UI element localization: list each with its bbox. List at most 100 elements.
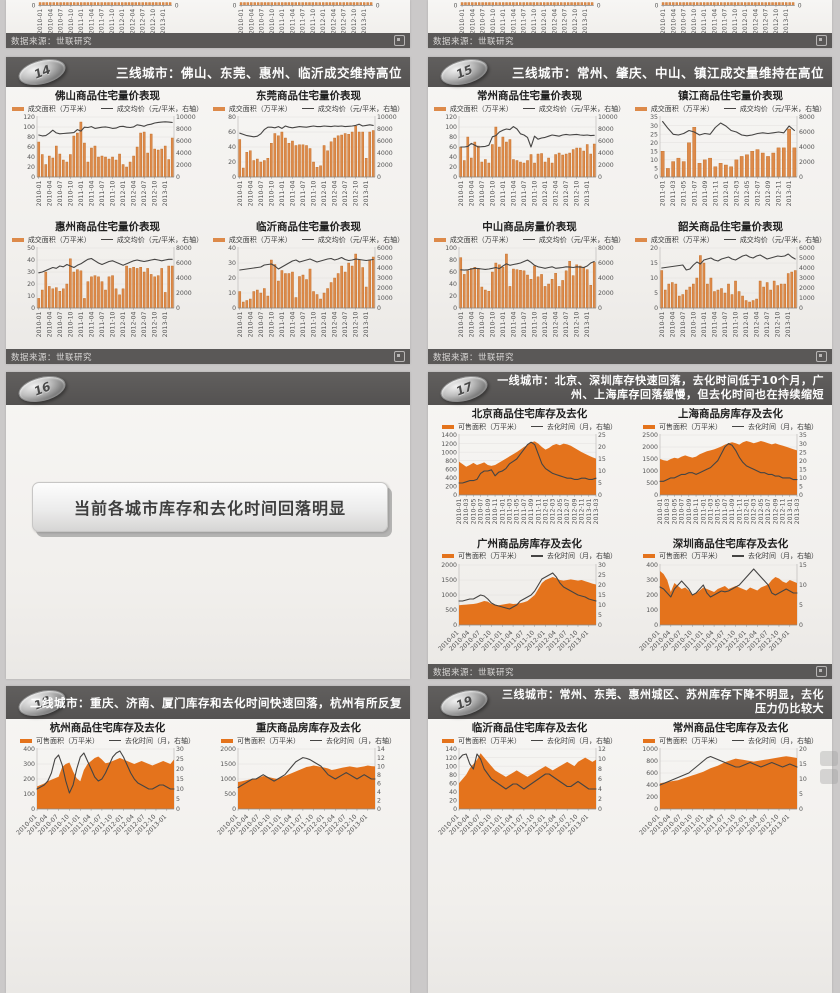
svg-text:0: 0 bbox=[654, 305, 658, 312]
svg-text:2010-01: 2010-01 bbox=[657, 498, 664, 524]
svg-text:0: 0 bbox=[31, 806, 35, 813]
svg-text:20: 20 bbox=[27, 281, 35, 288]
svg-text:2012-10: 2012-10 bbox=[572, 9, 579, 33]
svg-text:2011-09: 2011-09 bbox=[729, 498, 736, 524]
svg-text:1500: 1500 bbox=[441, 577, 457, 584]
svg-text:2010-09: 2010-09 bbox=[484, 498, 491, 524]
svg-text:2011-01: 2011-01 bbox=[701, 9, 708, 33]
svg-text:2010-10: 2010-10 bbox=[268, 311, 275, 337]
svg-text:2013-01: 2013-01 bbox=[361, 9, 368, 33]
chart-huizhou: 惠州商品住宅量价表现 成交面积（万平米） 成交均价（元/平米，右轴） 0 10 20 30 4… bbox=[10, 218, 205, 349]
svg-text:8000: 8000 bbox=[799, 114, 815, 121]
legend-line-label: 成交均价（元/平米，右轴） bbox=[116, 104, 204, 113]
svg-text:2011-04: 2011-04 bbox=[510, 311, 517, 337]
svg-text:2010-01: 2010-01 bbox=[658, 311, 665, 337]
svg-text:2011-10: 2011-10 bbox=[531, 9, 538, 33]
svg-text:2012-01: 2012-01 bbox=[743, 311, 750, 337]
svg-text:0: 0 bbox=[453, 305, 457, 312]
svg-text:2011-01: 2011-01 bbox=[700, 311, 707, 337]
slide-15[interactable]: 15 三线城市：常州、肇庆、中山、镇江成交量维持在高位 常州商品住宅量价表现 成交… bbox=[428, 54, 832, 364]
svg-text:2012-04: 2012-04 bbox=[331, 180, 338, 206]
svg-text:2000: 2000 bbox=[377, 285, 393, 292]
slide-top-left-partial[interactable]: 0 0 2010-01 2010-04 2010-07 2010-10 2011-01 201… bbox=[6, 0, 410, 48]
svg-text:300: 300 bbox=[646, 577, 658, 584]
svg-text:2011-01: 2011-01 bbox=[278, 311, 285, 337]
svg-text:2010-01: 2010-01 bbox=[35, 311, 42, 337]
svg-text:2013-01: 2013-01 bbox=[783, 9, 790, 33]
svg-text:80: 80 bbox=[27, 134, 35, 141]
legend-bar-label: 成交面积（万平米） bbox=[650, 235, 714, 244]
area-swatch-icon bbox=[643, 424, 655, 429]
svg-text:2012-10: 2012-10 bbox=[773, 9, 780, 33]
svg-text:2011-01: 2011-01 bbox=[700, 498, 707, 524]
chart-guangzhou: 广州商品房库存及去化 可售面积（万平米） 去化时间（月，右轴） 0 500 1000 150… bbox=[432, 535, 627, 665]
svg-text:2012-04: 2012-04 bbox=[331, 311, 338, 337]
svg-text:0: 0 bbox=[799, 492, 803, 499]
svg-text:10000: 10000 bbox=[377, 114, 397, 121]
watermark bbox=[820, 751, 838, 784]
svg-text:2012-11: 2012-11 bbox=[779, 498, 786, 524]
slide-14[interactable]: 14 三线城市：佛山、东莞、惠州、临沂成交维持高位 佛山商品住宅量价表现 成交面积… bbox=[6, 54, 410, 364]
svg-text:35: 35 bbox=[799, 432, 807, 439]
svg-text:40: 40 bbox=[228, 144, 236, 151]
slide-16[interactable]: 16 当前各城市库存和去化时间回落明显 bbox=[6, 371, 410, 679]
svg-text:0: 0 bbox=[232, 174, 236, 181]
svg-text:8: 8 bbox=[598, 766, 602, 773]
legend-line-label: 去化时间（月，右轴） bbox=[748, 736, 818, 745]
slide-19[interactable]: 19 三线城市：常州、东莞、惠州城区、苏州库存下降不明显，去化压力仍比较大 临沂… bbox=[428, 685, 832, 993]
svg-text:10000: 10000 bbox=[598, 114, 618, 121]
svg-text:2013-03: 2013-03 bbox=[593, 498, 600, 524]
chart-legend: 可售面积（万平米） 去化时间（月，右轴） bbox=[432, 735, 627, 746]
svg-text:2010-07: 2010-07 bbox=[678, 498, 685, 524]
svg-text:15: 15 bbox=[799, 466, 807, 473]
svg-text:0: 0 bbox=[453, 492, 457, 499]
svg-text:30: 30 bbox=[799, 441, 807, 448]
svg-text:1000: 1000 bbox=[220, 776, 236, 783]
svg-text:15: 15 bbox=[799, 562, 807, 569]
svg-text:2011-04: 2011-04 bbox=[88, 311, 95, 337]
bar-swatch-icon bbox=[11, 106, 24, 111]
slide-top-right-partial[interactable]: 0 0 2010-01 2010-04 2010-07 2010-10 2011-01 201… bbox=[428, 0, 832, 48]
slide-number-badge: 19 bbox=[437, 685, 491, 720]
chart-plot: 0 20 40 60 80 0 2000 4000 6000 8000 10000 2010-01 20… bbox=[228, 114, 397, 206]
slide-number-badge: 17 bbox=[437, 371, 491, 406]
svg-text:2010-03: 2010-03 bbox=[463, 498, 470, 524]
area-swatch-icon bbox=[20, 738, 32, 743]
svg-text:6000: 6000 bbox=[176, 260, 192, 267]
svg-text:0: 0 bbox=[598, 806, 602, 813]
svg-text:2013-01: 2013-01 bbox=[585, 498, 592, 524]
svg-text:0: 0 bbox=[654, 622, 658, 629]
slide-header: 14 三线城市：佛山、东莞、惠州、临沂成交维持高位 bbox=[6, 54, 410, 90]
svg-text:2012-07: 2012-07 bbox=[141, 311, 148, 337]
svg-text:8000: 8000 bbox=[598, 245, 614, 252]
chart-title: 镇江商品住宅量价表现 bbox=[678, 90, 783, 102]
line-swatch-icon bbox=[531, 739, 543, 742]
line-swatch-icon bbox=[723, 238, 736, 241]
chart-plot: 02004006008001000051015202010-012010-042… bbox=[638, 746, 807, 836]
svg-text:2012-04: 2012-04 bbox=[552, 311, 559, 337]
svg-text:2012-10: 2012-10 bbox=[352, 311, 359, 337]
chart-zhongshan: 中山商品房量价表现 成交面积（万平米） 成交均价（元/平米，右轴） 0 20 40 60 80… bbox=[432, 218, 627, 349]
bar-swatch-icon bbox=[11, 237, 24, 242]
svg-text:25: 25 bbox=[598, 432, 606, 439]
svg-text:10: 10 bbox=[598, 602, 606, 609]
slide-footer: 数据来源：世联研究 bbox=[6, 33, 410, 48]
svg-text:2011-07: 2011-07 bbox=[99, 180, 106, 206]
svg-text:0: 0 bbox=[598, 622, 602, 629]
svg-text:400: 400 bbox=[23, 746, 35, 753]
svg-text:2011-04: 2011-04 bbox=[510, 9, 517, 33]
line-swatch-icon bbox=[100, 238, 113, 241]
svg-text:20: 20 bbox=[449, 798, 457, 805]
svg-text:2000: 2000 bbox=[642, 444, 658, 451]
slide-17[interactable]: 17 一线城市：北京、深圳库存快速回落，去化时间低于10个月，广州、上海库存回落… bbox=[428, 371, 832, 679]
slide-18[interactable]: 18 二线城市：重庆、济南、厦门库存和去化时间快速回落，杭州有所反复 杭州商品住… bbox=[6, 685, 410, 993]
legend-line-label: 去化时间（月，右轴） bbox=[547, 736, 617, 745]
svg-text:2012-04: 2012-04 bbox=[130, 311, 137, 337]
svg-text:2010-05: 2010-05 bbox=[671, 498, 678, 524]
svg-text:0: 0 bbox=[453, 806, 457, 813]
chart-beijing: 北京商品住宅库存及去化 可售面积（万平米） 去化时间（月，右轴） 0 200 400 600… bbox=[432, 405, 627, 535]
svg-text:2011-04: 2011-04 bbox=[88, 9, 95, 33]
line-swatch-icon bbox=[301, 107, 314, 110]
